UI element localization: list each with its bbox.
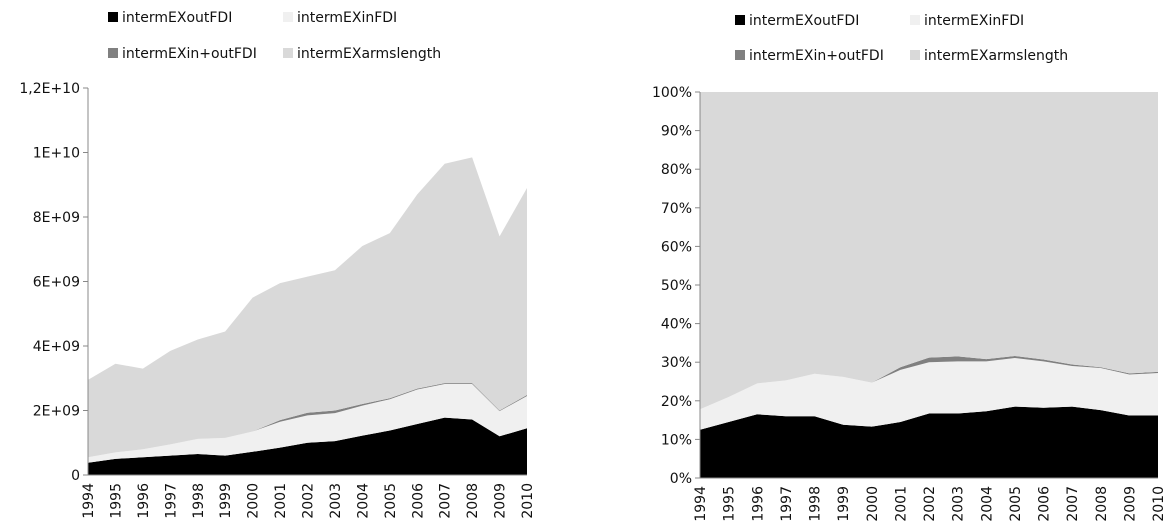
x-tick-label: 2003	[951, 486, 967, 522]
x-tick-label: 2009	[493, 483, 509, 519]
y-tick-label: 60%	[661, 239, 692, 255]
x-tick-label: 1994	[693, 486, 709, 522]
y-tick-label: 50%	[661, 278, 692, 294]
legend-swatch	[283, 48, 293, 58]
x-tick-label: 1994	[81, 483, 97, 519]
x-tick-label: 2006	[1037, 486, 1053, 522]
legend-swatch	[910, 50, 920, 60]
y-tick-label: 100%	[652, 85, 692, 101]
x-tick-label: 2008	[465, 483, 481, 519]
x-tick-label: 2005	[383, 483, 399, 519]
x-tick-label: 2004	[355, 483, 371, 519]
legend-label: intermEXinFDI	[297, 10, 397, 26]
legend-swatch	[910, 15, 920, 25]
x-tick-label: 2006	[410, 483, 426, 519]
y-tick-label: 4E+09	[33, 339, 80, 355]
legend-label: intermEXin+outFDI	[749, 48, 884, 64]
legend-label: intermEXarmslength	[297, 46, 441, 62]
y-tick-label: 8E+09	[33, 210, 80, 226]
x-tick-label: 1997	[779, 486, 795, 522]
area	[88, 384, 527, 463]
y-tick-label: 0%	[670, 471, 692, 487]
x-tick-label: 1995	[108, 483, 124, 519]
legend-label: intermEXin+outFDI	[122, 46, 257, 62]
x-tick-label: 2008	[1094, 486, 1110, 522]
y-tick-label: 30%	[661, 355, 692, 371]
y-tick-label: 20%	[661, 394, 692, 410]
x-tick-label: 2005	[1008, 486, 1024, 522]
legend-swatch	[108, 12, 118, 22]
area	[700, 357, 1158, 430]
area	[700, 406, 1158, 478]
y-tick-label: 70%	[661, 201, 692, 217]
legend-swatch	[283, 12, 293, 22]
y-tick-label: 0	[71, 468, 80, 484]
x-tick-label: 2007	[438, 483, 454, 519]
y-tick-label: 1,2E+10	[19, 81, 80, 97]
x-tick-label: 2002	[922, 486, 938, 522]
x-tick-label: 2010	[520, 483, 536, 519]
x-tick-label: 1999	[218, 483, 234, 519]
x-tick-label: 2003	[328, 483, 344, 519]
x-tick-label: 1998	[191, 483, 207, 519]
x-tick-label: 2000	[865, 486, 881, 522]
y-tick-label: 2E+09	[33, 404, 80, 420]
area	[88, 157, 527, 458]
x-tick-label: 2007	[1065, 486, 1081, 522]
x-tick-label: 2010	[1151, 486, 1165, 522]
x-tick-label: 1996	[750, 486, 766, 522]
legend-label: intermEXinFDI	[924, 13, 1024, 29]
legend-label: intermEXarmslength	[924, 48, 1068, 64]
legend-label: intermEXoutFDI	[122, 10, 232, 26]
x-tick-label: 2002	[301, 483, 317, 519]
legend-swatch	[108, 48, 118, 58]
legend-swatch	[735, 15, 745, 25]
x-tick-label: 2009	[1122, 486, 1138, 522]
y-tick-label: 1E+10	[33, 146, 80, 162]
x-tick-label: 1997	[163, 483, 179, 519]
y-tick-label: 80%	[661, 162, 692, 178]
legend-swatch	[735, 50, 745, 60]
x-tick-label: 1999	[836, 486, 852, 522]
x-tick-label: 2004	[979, 486, 995, 522]
y-tick-label: 90%	[661, 124, 692, 140]
x-tick-label: 2001	[273, 483, 289, 519]
legend-label: intermEXoutFDI	[749, 13, 859, 29]
area	[700, 92, 1158, 410]
y-tick-label: 6E+09	[33, 275, 80, 291]
x-tick-label: 1996	[136, 483, 152, 519]
x-tick-label: 2000	[246, 483, 262, 519]
x-tick-label: 1998	[808, 486, 824, 522]
x-tick-label: 1995	[722, 486, 738, 522]
y-tick-label: 10%	[661, 432, 692, 448]
x-tick-label: 2001	[893, 486, 909, 522]
area	[88, 417, 527, 475]
y-tick-label: 40%	[661, 317, 692, 333]
